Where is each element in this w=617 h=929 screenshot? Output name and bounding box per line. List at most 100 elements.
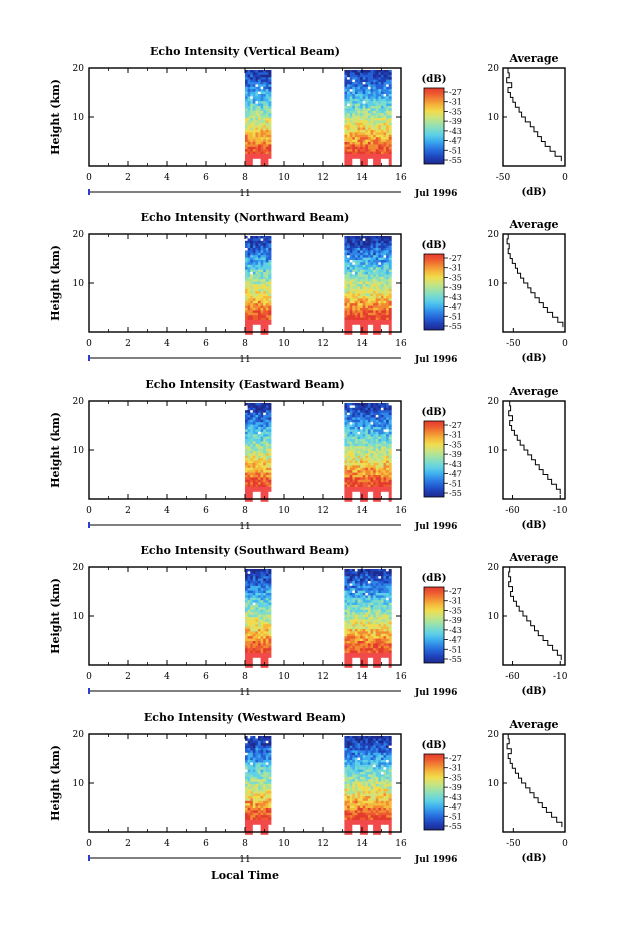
heatmap-cell bbox=[365, 657, 369, 661]
heatmap-cell bbox=[373, 412, 377, 416]
heatmap-cell bbox=[386, 405, 390, 409]
heatmap-cell bbox=[362, 460, 366, 464]
heatmap-cell bbox=[386, 127, 390, 131]
heatmap-cell bbox=[370, 477, 374, 481]
heatmap-cell bbox=[380, 288, 384, 292]
heatmap-cell bbox=[245, 427, 248, 430]
heatmap-cell bbox=[373, 624, 377, 627]
heatmap-cell bbox=[263, 77, 267, 80]
heatmap-cell bbox=[365, 629, 369, 632]
heatmap-cell bbox=[347, 284, 351, 287]
heatmap-cell bbox=[370, 281, 374, 285]
heatmap-cell bbox=[354, 110, 358, 114]
heatmap-cell bbox=[252, 602, 256, 606]
heatmap-cell bbox=[367, 91, 371, 95]
heatmap-cell bbox=[388, 137, 392, 140]
heatmap-cell bbox=[383, 653, 387, 656]
month-label: Jul 1996 bbox=[414, 189, 457, 199]
heatmap-cell bbox=[352, 641, 356, 644]
heatmap-cell bbox=[260, 86, 264, 90]
heatmap-cell bbox=[365, 588, 369, 591]
heatmap-cell bbox=[263, 593, 267, 596]
heatmap-cell bbox=[370, 245, 374, 249]
heatmap-cell bbox=[247, 736, 251, 739]
heatmap-cell bbox=[378, 96, 382, 100]
heatmap-cell bbox=[268, 590, 272, 594]
heatmap-cell bbox=[365, 305, 369, 309]
heatmap-cell bbox=[250, 154, 254, 157]
heatmap-cell bbox=[265, 308, 269, 311]
heatmap-cell bbox=[375, 110, 379, 114]
heatmap-cell bbox=[263, 583, 267, 587]
heatmap-cell bbox=[357, 448, 361, 452]
heatmap-cell bbox=[375, 137, 379, 140]
heatmap-cell bbox=[352, 260, 356, 263]
heatmap-cell bbox=[380, 431, 384, 435]
heatmap-cell bbox=[367, 236, 371, 239]
heatmap-cell bbox=[252, 94, 256, 97]
heatmap-cell bbox=[386, 284, 390, 287]
heatmap-cell bbox=[375, 77, 379, 80]
heatmap-cell bbox=[383, 588, 387, 591]
heatmap-cell bbox=[386, 415, 390, 418]
heatmap-cell bbox=[255, 310, 259, 314]
heatmap-cell bbox=[247, 407, 251, 411]
x-tick-label: 8 bbox=[242, 506, 248, 516]
heatmap-cell bbox=[357, 617, 361, 620]
heatmap-cell bbox=[352, 281, 356, 285]
heatmap-cell bbox=[260, 320, 264, 323]
heatmap-cell bbox=[375, 315, 379, 318]
heatmap-cell bbox=[265, 499, 269, 502]
heatmap-cell bbox=[347, 424, 351, 428]
heatmap-cell bbox=[344, 477, 348, 481]
heatmap-cell bbox=[373, 571, 377, 575]
heatmap-cell bbox=[268, 463, 272, 466]
heatmap-cell bbox=[378, 489, 382, 493]
heatmap-cell bbox=[362, 236, 366, 239]
heatmap-cell bbox=[252, 293, 256, 297]
heatmap-cell bbox=[378, 118, 382, 121]
heatmap-cell bbox=[245, 619, 248, 623]
heatmap-cell bbox=[247, 260, 251, 263]
heatmap-cell bbox=[352, 660, 356, 663]
heatmap-cell bbox=[260, 142, 264, 145]
heatmap-cell bbox=[380, 460, 384, 464]
heatmap-cell bbox=[388, 407, 392, 411]
heatmap-cell bbox=[360, 595, 364, 599]
heatmap-cell bbox=[362, 320, 366, 323]
heatmap-cell bbox=[265, 621, 269, 625]
heatmap-cell bbox=[378, 248, 382, 251]
heatmap-cell bbox=[367, 298, 371, 302]
heatmap-cell bbox=[362, 463, 366, 466]
heatmap-cell bbox=[268, 317, 272, 321]
heatmap-cell bbox=[265, 317, 269, 321]
heatmap-cell bbox=[378, 638, 382, 642]
heatmap-cell bbox=[365, 494, 369, 497]
heatmap-cell bbox=[373, 238, 377, 242]
heatmap-cell bbox=[373, 597, 377, 601]
heatmap-cell bbox=[255, 491, 259, 495]
heatmap-cell bbox=[357, 329, 361, 333]
heatmap-cell bbox=[373, 96, 377, 100]
heatmap-cell bbox=[268, 458, 272, 461]
heatmap-cell bbox=[255, 91, 259, 95]
heatmap-cell bbox=[378, 653, 382, 656]
heatmap-cell bbox=[378, 296, 382, 299]
heatmap-cell bbox=[349, 434, 353, 437]
heatmap-cell bbox=[260, 645, 264, 649]
heatmap-cell bbox=[354, 286, 358, 290]
heatmap-cell bbox=[388, 264, 392, 268]
heatmap-cell bbox=[252, 748, 256, 751]
heatmap-cell bbox=[263, 650, 267, 654]
heatmap-cell bbox=[349, 240, 353, 244]
heatmap-cell bbox=[260, 248, 264, 251]
heatmap-cell bbox=[250, 115, 254, 119]
heatmap-cell bbox=[375, 487, 379, 490]
heatmap-cell bbox=[268, 300, 272, 304]
heatmap-cell bbox=[344, 257, 348, 261]
heatmap-cell bbox=[263, 636, 267, 639]
heatmap-cell bbox=[354, 441, 358, 445]
heatmap-cell bbox=[370, 288, 374, 292]
heatmap-cell bbox=[255, 638, 259, 642]
heatmap-cell bbox=[347, 407, 351, 411]
